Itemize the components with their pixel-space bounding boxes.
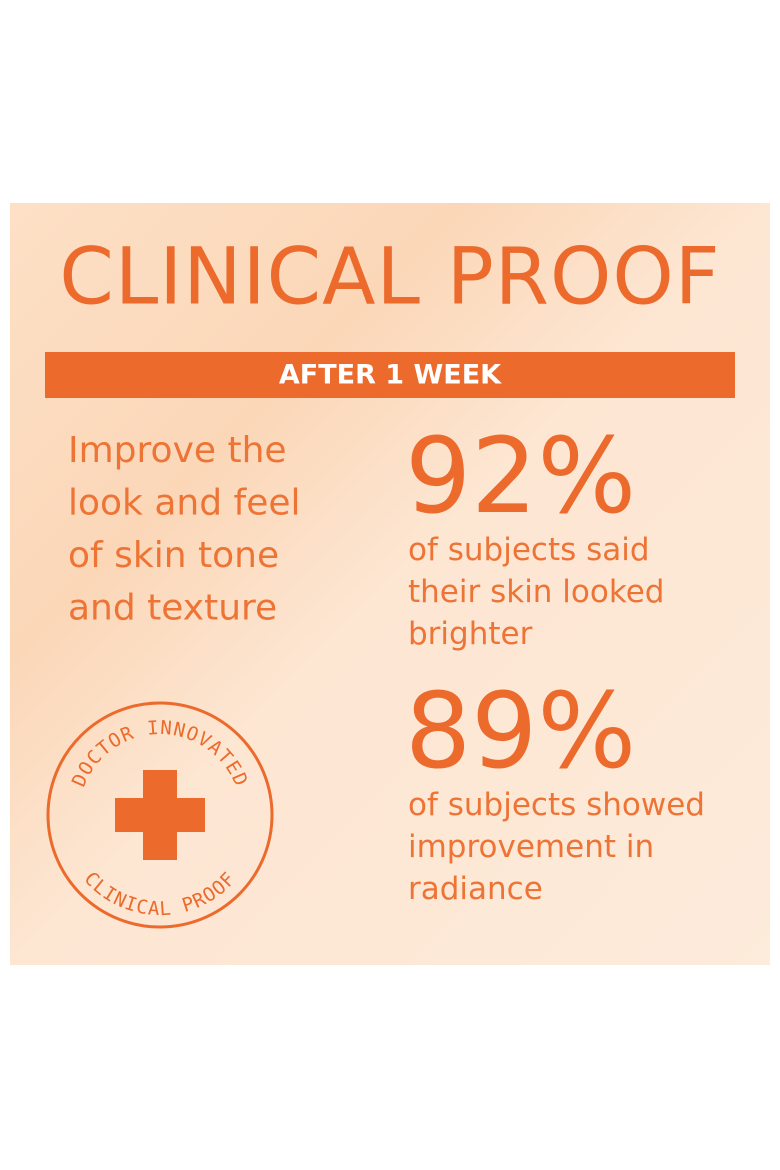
stat-figure: 89% (405, 670, 636, 792)
claim-line: look and feel (68, 483, 301, 524)
claim-line: and texture (68, 588, 277, 629)
cross (115, 798, 205, 832)
stat-desc: of subjects said (408, 532, 650, 568)
stat-desc: brighter (408, 616, 533, 652)
stat-figure: 92% (405, 415, 636, 537)
stat-desc: improvement in (408, 829, 654, 865)
badge-ring (46, 701, 274, 929)
stat-desc: their skin looked (408, 574, 664, 610)
banner: AFTER 1 WEEK (279, 360, 502, 391)
panel (10, 203, 770, 965)
banner-bar (45, 352, 735, 398)
title: CLINICAL PROOF (59, 232, 720, 322)
stat-desc: radiance (408, 871, 543, 907)
claim-line: Improve the (68, 430, 287, 471)
stat-desc: of subjects showed (408, 787, 705, 823)
claim-line: of skin tone (68, 535, 279, 576)
